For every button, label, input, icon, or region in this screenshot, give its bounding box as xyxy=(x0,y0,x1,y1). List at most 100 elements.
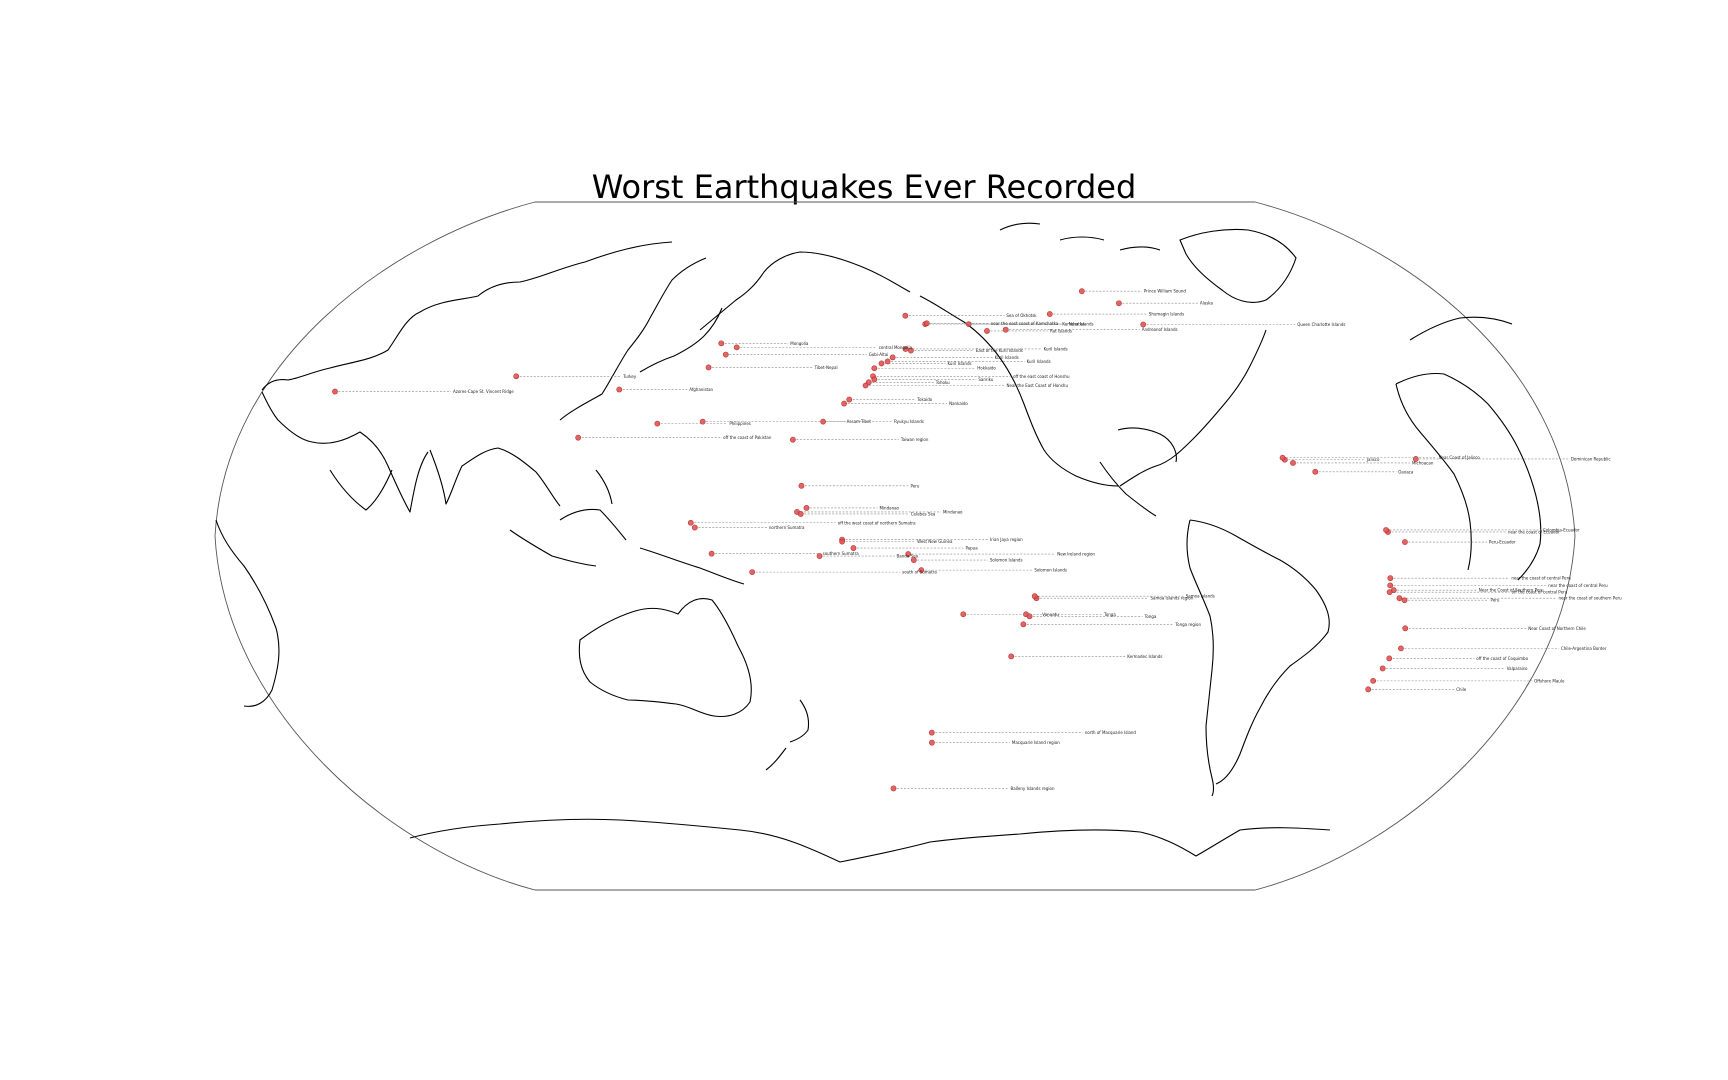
earthquake-marker[interactable] xyxy=(797,511,804,517)
earthquake-marker[interactable] xyxy=(862,382,869,389)
earthquake-label: Samoa Islands region xyxy=(1150,596,1193,601)
earthquake-marker[interactable] xyxy=(1387,582,1394,589)
earthquake-marker[interactable] xyxy=(928,739,935,746)
earthquake-marker[interactable] xyxy=(902,346,909,352)
earthquake-marker[interactable] xyxy=(1383,527,1389,533)
earthquake-marker[interactable] xyxy=(654,420,661,427)
earthquake-marker[interactable] xyxy=(687,519,694,526)
earthquake-marker[interactable] xyxy=(1365,686,1372,693)
earthquake-label: Vanuatu xyxy=(1042,612,1059,617)
earthquake-label: Andreanof Islands xyxy=(1142,327,1178,332)
earthquake-label: Sanriku xyxy=(978,377,993,382)
earthquake-label: Azores-Cape St. Vincent Ridge xyxy=(453,389,514,394)
earthquake-marker[interactable] xyxy=(1046,311,1053,317)
earthquake-marker[interactable] xyxy=(1402,539,1408,545)
earthquake-marker[interactable] xyxy=(616,386,623,393)
earthquake-marker[interactable] xyxy=(1401,597,1408,604)
earthquake-marker[interactable] xyxy=(918,567,925,574)
earthquake-marker[interactable] xyxy=(1379,665,1386,672)
earthquake-marker[interactable] xyxy=(708,550,715,557)
earthquake-label: near the coast of southern Peru xyxy=(1558,596,1622,601)
earthquake-marker[interactable] xyxy=(1116,300,1122,307)
earthquake-marker[interactable] xyxy=(1370,677,1377,684)
earthquake-label: Chile xyxy=(1456,687,1467,692)
earthquake-marker[interactable] xyxy=(1312,468,1319,475)
earthquake-marker[interactable] xyxy=(1026,613,1033,620)
earthquake-label: central Mongolia xyxy=(879,345,913,350)
earthquake-marker[interactable] xyxy=(1008,653,1015,660)
earthquake-marker[interactable] xyxy=(905,551,912,557)
earthquake-marker[interactable] xyxy=(871,376,878,383)
earthquake-label: Taiwan region xyxy=(900,437,929,442)
earthquake-marker[interactable] xyxy=(910,557,917,563)
earthquake-marker[interactable] xyxy=(1396,595,1403,602)
earthquake-marker[interactable] xyxy=(1402,625,1409,632)
earthquake-marker[interactable] xyxy=(1279,454,1286,461)
earthquake-label: off the coast of central Peru xyxy=(1512,590,1568,595)
earthquake-marker[interactable] xyxy=(928,729,935,736)
earthquake-marker[interactable] xyxy=(850,545,857,551)
earthquake-label: Solomon Islands xyxy=(990,558,1023,563)
earthquake-marker[interactable] xyxy=(841,400,848,407)
earthquake-label: southern Sumatra xyxy=(823,551,860,556)
earthquake-label: Papua xyxy=(965,546,978,551)
earthquake-marker[interactable] xyxy=(839,538,846,545)
earthquake-label: Kuril Islands xyxy=(1044,346,1068,351)
earthquake-marker[interactable] xyxy=(923,320,930,327)
earthquake-marker[interactable] xyxy=(890,785,897,792)
earthquake-marker[interactable] xyxy=(789,436,796,443)
earthquake-label: Samoa Islands xyxy=(1186,594,1215,599)
earthquake-label: Sea of Okhotsk xyxy=(1006,313,1037,318)
earthquake-marker[interactable] xyxy=(960,611,967,618)
earthquake-label: New Ireland region xyxy=(1057,552,1095,557)
earthquake-marker[interactable] xyxy=(718,340,725,347)
earthquake-marker[interactable] xyxy=(1031,593,1038,600)
earthquake-marker[interactable] xyxy=(1290,460,1296,466)
earthquake-label: Colombia-Ecuador xyxy=(1543,527,1580,532)
earthquake-marker[interactable] xyxy=(705,364,712,371)
earthquake-marker[interactable] xyxy=(871,365,878,372)
earthquake-label: Chile-Argentina Border xyxy=(1561,646,1607,651)
earthquake-marker[interactable] xyxy=(1386,589,1393,596)
earthquake-marker[interactable] xyxy=(722,351,729,358)
earthquake-label: Afghanistan xyxy=(689,387,713,392)
earthquake-marker[interactable] xyxy=(1140,321,1147,328)
earthquake-label: Offshore Maule xyxy=(1534,678,1565,683)
earthquake-marker[interactable] xyxy=(749,569,756,576)
earthquake-marker[interactable] xyxy=(803,505,810,511)
earthquake-marker[interactable] xyxy=(1387,575,1394,582)
earthquake-marker[interactable] xyxy=(332,388,338,395)
earthquake-marker[interactable] xyxy=(1078,288,1085,295)
earthquake-marker[interactable] xyxy=(884,358,891,365)
earthquake-label: Tonga xyxy=(1144,614,1157,619)
map-title: Worst Earthquakes Ever Recorded xyxy=(591,168,1137,206)
earthquake-marker[interactable] xyxy=(699,418,706,425)
earthquake-marker[interactable] xyxy=(1002,326,1009,333)
earthquake-label: Hokkaido xyxy=(977,366,996,371)
earthquake-marker[interactable] xyxy=(846,396,853,403)
earthquake-marker[interactable] xyxy=(575,434,582,441)
earthquake-marker[interactable] xyxy=(908,347,914,354)
earthquake-marker[interactable] xyxy=(1020,621,1027,628)
earthquake-label: south of Sumatra xyxy=(902,570,937,575)
earthquake-label: north of Macquarie Island xyxy=(1085,730,1137,735)
earthquake-marker[interactable] xyxy=(798,482,805,489)
earthquake-marker[interactable] xyxy=(691,524,698,531)
earthquake-markers: Prince William Sound Shumagin Islands Andr… xyxy=(332,288,1622,792)
earthquake-label: near the coast of Ecuador xyxy=(1508,529,1560,534)
earthquake-marker[interactable] xyxy=(733,344,740,351)
earthquake-marker[interactable] xyxy=(1398,645,1404,652)
earthquake-label: Gobi-Altai xyxy=(869,352,889,357)
earthquake-marker[interactable] xyxy=(878,360,885,367)
earthquake-marker[interactable] xyxy=(513,373,520,380)
earthquake-marker[interactable] xyxy=(889,354,896,361)
earthquake-marker[interactable] xyxy=(816,553,823,559)
earthquake-marker[interactable] xyxy=(1386,655,1393,662)
earthquake-label: East of the Kuril Islands xyxy=(976,348,1023,353)
earthquake-label: Balleny Islands region xyxy=(1011,786,1055,791)
earthquake-label: off the coast of Pakistan xyxy=(723,435,772,440)
earthquake-marker[interactable] xyxy=(820,418,827,425)
earthquake-marker[interactable] xyxy=(902,312,909,319)
earthquake-label: Kamchatka xyxy=(1062,322,1085,327)
earthquake-marker[interactable] xyxy=(984,328,990,334)
